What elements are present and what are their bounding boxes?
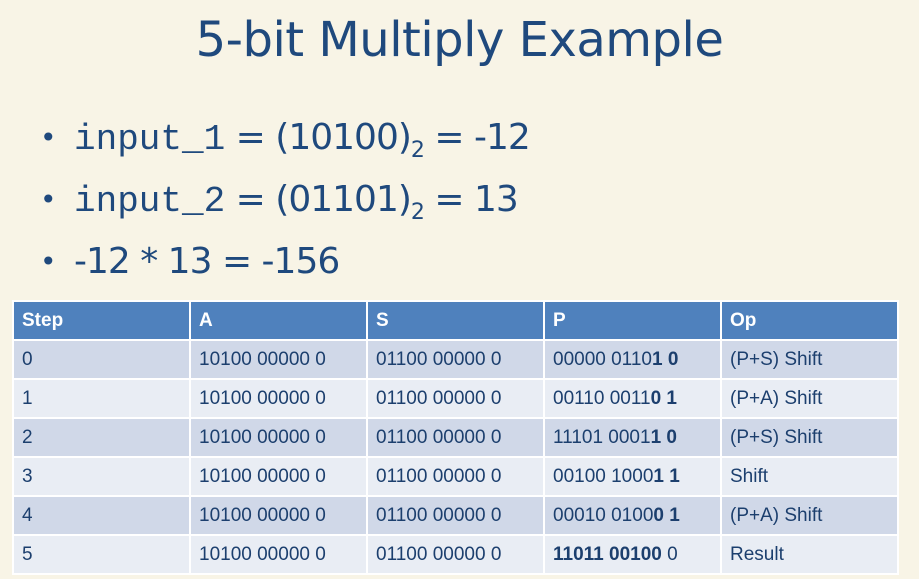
table-row: 4 10100 00000 0 01100 00000 0 00010 01000 1… [12,495,899,536]
table-row: 2 10100 00000 0 01100 00000 0 11101 00011 0… [12,417,899,458]
bullet-subscript: 2 [410,200,425,226]
header-op: Op [720,300,899,341]
cell-s: 01100 00000 0 [366,417,545,458]
cell-step: 5 [12,534,191,575]
bullet-item: • input_2 = (01101)2 = 13 [40,174,530,236]
cell-p: 00100 10001 1 [543,456,722,497]
cell-op: (P+S) Shift [720,417,899,458]
multiply-steps-table: Step A S P Op 0 10100 00000 0 01100 00000 … [12,300,899,575]
bullet-icon: • [40,245,57,278]
bullet-text: = (10100) [225,117,412,158]
cell-op: Result [720,534,899,575]
cell-op: (P+S) Shift [720,339,899,380]
p-bits: 0 [661,543,678,565]
cell-step: 1 [12,378,191,419]
table-row: 3 10100 00000 0 01100 00000 0 00100 10001 1… [12,456,899,497]
cell-a: 10100 00000 0 [189,534,368,575]
slide-title: 5-bit Multiply Example [195,12,724,68]
table-row: 1 10100 00000 0 01100 00000 0 00110 00110 1… [12,378,899,419]
cell-a: 10100 00000 0 [189,495,368,536]
cell-op: (P+A) Shift [720,378,899,419]
cell-s: 01100 00000 0 [366,534,545,575]
p-bold-bits: 1 0 [651,348,679,370]
cell-p: 00110 00110 1 [543,378,722,419]
bullet-icon: • [40,183,57,216]
cell-s: 01100 00000 0 [366,495,545,536]
cell-s: 01100 00000 0 [366,339,545,380]
cell-step: 2 [12,417,191,458]
header-p: P [543,300,722,341]
bullet-item: • -12 * 13 = -156 [40,236,530,298]
bullet-text: -12 * 13 = -156 [74,241,340,282]
table-row: 5 10100 00000 0 01100 00000 0 11011 00100 0… [12,534,899,575]
bullet-item: • input_1 = (10100)2 = -12 [40,112,531,174]
table-row: 0 10100 00000 0 01100 00000 0 00000 01101 0… [12,339,899,380]
bullet-list: • input_1 = (10100)2 = -12 • input_2 = (01… [40,112,531,298]
cell-step: 0 [12,339,191,380]
p-bits: 11101 0001 [553,426,651,448]
cell-p: 00000 01101 0 [543,339,722,380]
header-step: Step [12,300,191,341]
header-s: S [366,300,545,341]
cell-s: 01100 00000 0 [366,378,545,419]
cell-s: 01100 00000 0 [366,456,545,497]
cell-a: 10100 00000 0 [189,417,368,458]
bullet-text: = (01101) [225,179,412,220]
p-bits: 00000 0110 [553,348,652,370]
cell-op: Shift [720,456,899,497]
cell-p: 11011 00100 0 [543,534,722,575]
bullet-code: input_2 [74,181,226,222]
cell-p: 11101 00011 0 [543,417,722,458]
p-bold-bits: 11011 00100 [553,543,662,565]
bullet-icon: • [40,121,57,154]
cell-p: 00010 01000 1 [543,495,722,536]
p-bits: 00110 0011 [553,387,651,409]
bullet-rest: = 13 [423,179,518,220]
bullet-code: input_1 [74,119,226,160]
table-header-row: Step A S P Op [12,300,899,341]
p-bold-bits: 1 0 [650,426,677,448]
bullet-rest: = -12 [423,117,530,158]
header-a: A [189,300,368,341]
bullet-subscript: 2 [410,138,425,164]
cell-step: 3 [12,456,191,497]
cell-a: 10100 00000 0 [189,339,368,380]
p-bits: 00100 1000 [553,465,654,487]
p-bits: 00010 0100 [553,504,654,526]
p-bold-bits: 0 1 [650,387,677,409]
p-bold-bits: 1 1 [653,465,680,487]
cell-op: (P+A) Shift [720,495,899,536]
cell-step: 4 [12,495,191,536]
p-bold-bits: 0 1 [653,504,680,526]
cell-a: 10100 00000 0 [189,456,368,497]
cell-a: 10100 00000 0 [189,378,368,419]
